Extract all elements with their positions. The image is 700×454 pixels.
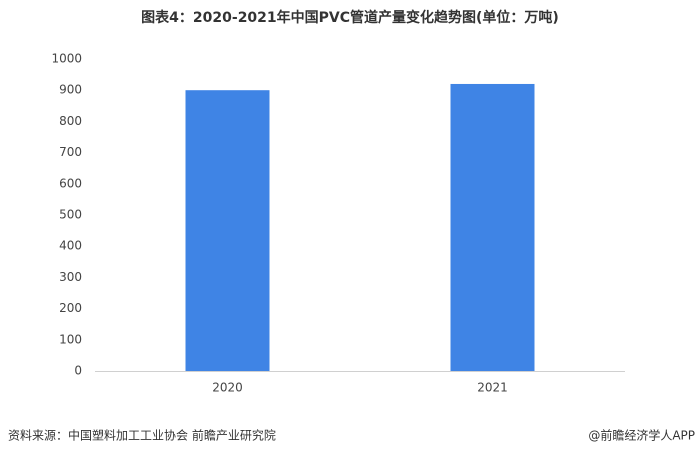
credit: @前瞻经济学人APP [588, 428, 695, 443]
bar [450, 83, 535, 372]
y-tick-label: 600 [59, 176, 82, 190]
y-tick-label: 1000 [51, 52, 82, 66]
y-tick-label: 900 [59, 83, 82, 97]
y-tick-label: 400 [59, 239, 82, 253]
source: 资料来源：中国塑料加工工业协会 前瞻产业研究院 [8, 428, 276, 443]
chart-title: 图表4：2020-2021年中国PVC管道产量变化趋势图(单位：万吨) [141, 9, 559, 26]
bar [185, 90, 270, 371]
x-tick-label: 2021 [477, 381, 508, 395]
y-tick-label: 100 [59, 332, 82, 346]
x-tick-label: 2020 [212, 381, 243, 395]
y-tick-label: 0 [74, 364, 82, 378]
y-tick-label: 200 [59, 301, 82, 315]
y-tick-label: 800 [59, 114, 82, 128]
y-tick-label: 700 [59, 145, 82, 159]
y-tick-label: 300 [59, 270, 82, 284]
y-tick-label: 500 [59, 208, 82, 222]
